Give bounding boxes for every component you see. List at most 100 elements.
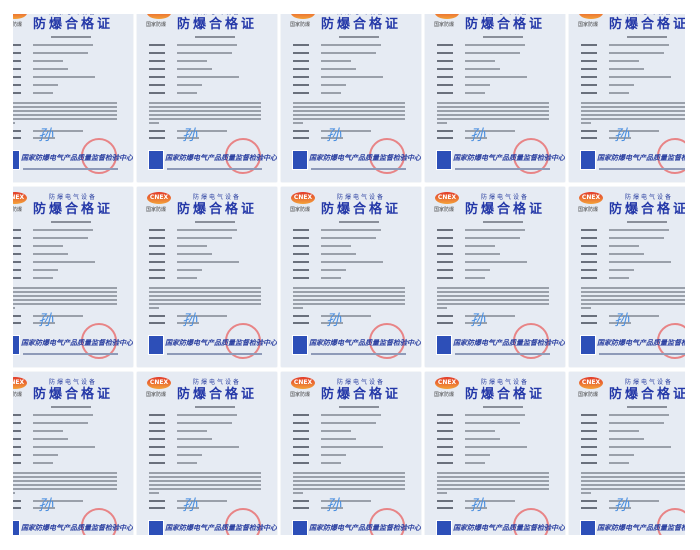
logo-subtext: 国家防爆 — [578, 392, 599, 398]
text-line — [293, 307, 303, 309]
certificate-title: 防爆合格证 — [321, 17, 402, 32]
text-line — [581, 299, 685, 301]
red-seal-stamp — [81, 508, 117, 535]
text-line — [13, 307, 15, 309]
text-line — [437, 287, 549, 289]
logo-subtext: 国家防爆 — [290, 392, 311, 398]
text-line — [437, 492, 447, 494]
certificate-image[interactable]: CNEX 国家防爆 防爆电气设备防爆合格证孙国家防爆电气产品质量监督检验中心 — [425, 372, 565, 535]
certificate-title: 防爆合格证 — [33, 17, 114, 32]
text-line — [13, 476, 117, 478]
text-line — [149, 122, 159, 124]
text-line — [13, 122, 15, 124]
text-line — [581, 488, 685, 490]
cnex-logo: CNEX — [13, 14, 27, 19]
text-line — [437, 114, 549, 116]
issuer-name: 国家防爆电气产品质量监督检验中心 — [21, 524, 133, 532]
logo-subtext: 国家防爆 — [13, 207, 23, 213]
cnex-logo: CNEX — [147, 192, 171, 204]
certificate-number-line — [627, 221, 667, 223]
certificate-title: 防爆合格证 — [177, 387, 258, 402]
text-line — [13, 303, 117, 305]
text-line — [13, 106, 117, 108]
text-line — [149, 291, 261, 293]
footer-line — [167, 168, 262, 170]
red-seal-stamp — [81, 138, 117, 174]
logo-subtext: 国家防爆 — [290, 207, 311, 213]
certificate-title: 防爆合格证 — [465, 202, 546, 217]
certificate-subtitle: 防爆电气设备 — [49, 14, 97, 16]
red-seal-stamp — [513, 323, 549, 359]
cnex-logo: CNEX — [291, 14, 315, 19]
signature: 孙 — [470, 496, 486, 514]
text-line — [149, 492, 159, 494]
certificate-image[interactable]: CNEX 国家防爆 防爆电气设备防爆合格证孙国家防爆电气产品质量监督检验中心 — [137, 187, 277, 367]
text-line — [13, 291, 117, 293]
certificate-image[interactable]: CNEX 国家防爆 防爆电气设备防爆合格证孙国家防爆电气产品质量监督检验中心 — [281, 187, 421, 367]
red-seal-stamp — [225, 323, 261, 359]
logo-subtext: 国家防爆 — [434, 207, 455, 213]
certificate-number-line — [51, 221, 91, 223]
text-line — [13, 484, 117, 486]
text-line — [437, 303, 549, 305]
logo-subtext: 国家防爆 — [434, 392, 455, 398]
certificate-subtitle: 防爆电气设备 — [49, 379, 98, 386]
certificate-subtitle: 防爆电气设备 — [337, 14, 385, 16]
red-seal-stamp — [513, 508, 549, 535]
text-line — [13, 299, 117, 301]
signature: 孙 — [38, 496, 54, 514]
red-seal-stamp — [369, 508, 405, 535]
text-line — [293, 303, 405, 305]
footer-line — [311, 353, 406, 355]
text-line — [437, 110, 549, 112]
certificate-number-line — [483, 36, 523, 38]
certificate-subtitle: 防爆电气设备 — [193, 194, 242, 201]
issuer-name: 国家防爆电气产品质量监督检验中心 — [453, 524, 565, 532]
signature: 孙 — [182, 126, 198, 144]
certificate-image[interactable]: CNEX 国家防爆 防爆电气设备防爆合格证孙国家防爆电气产品质量监督检验中心 — [425, 187, 565, 367]
cnex-logo: CNEX — [579, 14, 603, 19]
certificate-title: 防爆合格证 — [33, 202, 114, 217]
text-line — [149, 476, 261, 478]
certificate-subtitle: 防爆电气设备 — [481, 379, 530, 386]
red-seal-stamp — [225, 138, 261, 174]
text-line — [437, 295, 549, 297]
text-line — [581, 110, 685, 112]
issuer-logo-icon — [580, 520, 596, 535]
text-line — [581, 476, 685, 478]
text-line — [293, 118, 405, 120]
logo-subtext: 国家防爆 — [146, 22, 167, 28]
issuer-logo-icon — [148, 150, 164, 170]
text-line — [13, 480, 117, 482]
certificate-number-line — [627, 406, 667, 408]
text-line — [437, 299, 549, 301]
certificate-number-line — [339, 36, 379, 38]
certificate-subtitle: 防爆电气设备 — [193, 379, 242, 386]
certificate-title: 防爆合格证 — [465, 387, 546, 402]
certificate-image[interactable]: CNEX 国家防爆 防爆电气设备防爆合格证孙国家防爆电气产品质量监督检验中心 — [281, 372, 421, 535]
text-line — [581, 291, 685, 293]
red-seal-stamp — [657, 138, 685, 174]
issuer-name: 国家防爆电气产品质量监督检验中心 — [165, 339, 277, 347]
certificate-title: 防爆合格证 — [321, 202, 402, 217]
certificate-image[interactable]: CNEX 国家防爆 防爆电气设备防爆合格证孙国家防爆电气产品质量监督检验中心 — [137, 372, 277, 535]
text-line — [293, 122, 303, 124]
text-line — [293, 106, 405, 108]
footer-line — [455, 353, 550, 355]
text-line — [581, 484, 685, 486]
text-line — [149, 118, 261, 120]
issuer-logo-icon — [580, 335, 596, 355]
text-line — [437, 291, 549, 293]
text-line — [437, 106, 549, 108]
text-line — [13, 118, 117, 120]
signature: 孙 — [38, 311, 54, 329]
